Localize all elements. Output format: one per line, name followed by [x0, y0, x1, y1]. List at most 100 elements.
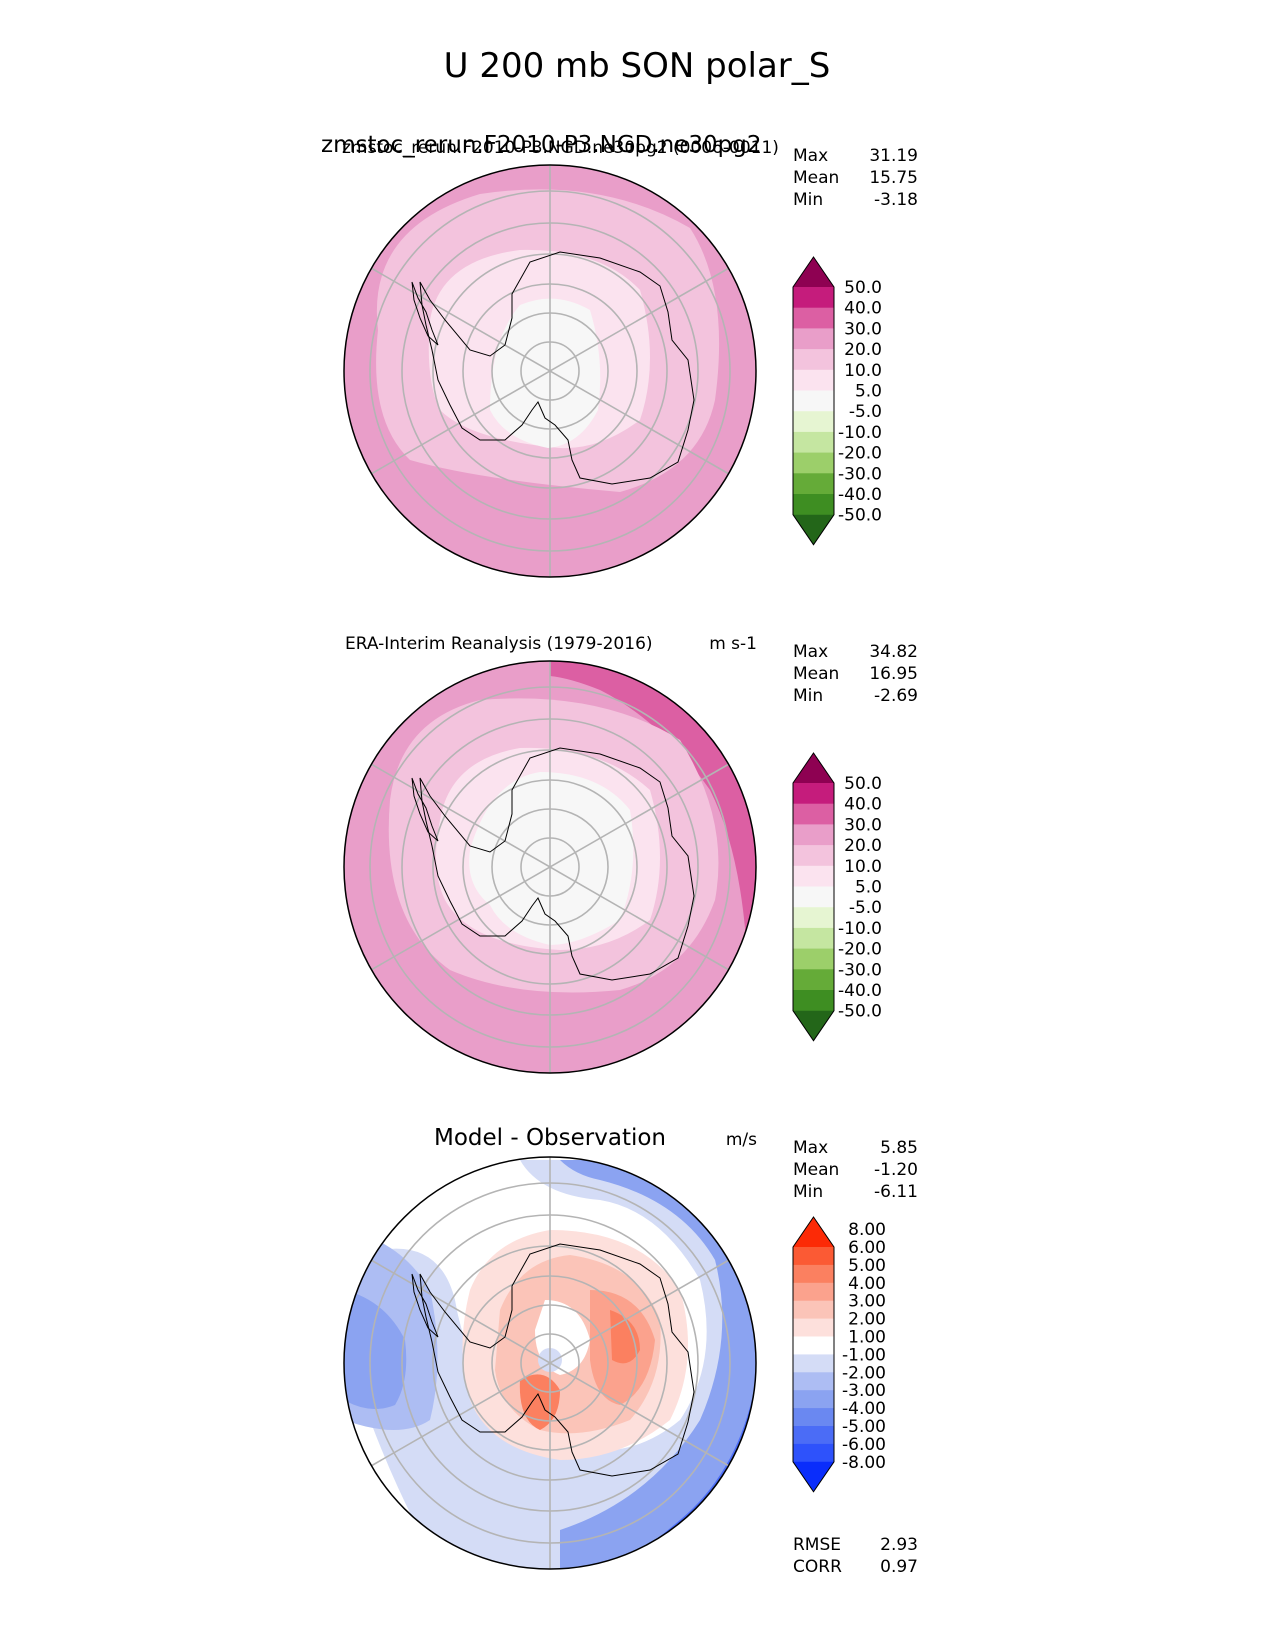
colorbar-tick-label: -50.0	[838, 1002, 882, 1022]
panel3-title: Model - Observation	[434, 1125, 666, 1151]
colorbar-extend-min	[793, 1010, 834, 1041]
colorbar-tick-label: 40.0	[844, 795, 882, 815]
colorbar-tick-label: 20.0	[844, 340, 882, 360]
colorbar-box	[793, 349, 834, 371]
panel1-stat-label: Max	[793, 146, 828, 166]
colorbar-tick-label: -20.0	[838, 940, 882, 960]
colorbar-tick-label: -50.0	[838, 506, 882, 526]
colorbar-tick-label: 30.0	[844, 815, 882, 835]
colorbar-box	[793, 1300, 834, 1320]
colorbar-tick-label: -5.00	[842, 1417, 886, 1437]
panel1-stat-label: Min	[793, 190, 823, 210]
colorbar-box	[793, 1282, 834, 1302]
colorbar-outline	[792, 256, 835, 546]
panel2-peninsula	[411, 777, 439, 842]
colorbar-tick-label: -3.00	[842, 1381, 886, 1401]
panel3-field-neg-east	[560, 1160, 756, 1569]
colorbar-box	[793, 1443, 834, 1463]
colorbar-box	[793, 452, 834, 474]
panel-difference: Model - Observation m/s	[343, 1125, 918, 1577]
panel3-antarctica-coast	[419, 1243, 695, 1477]
colorbar-box	[793, 865, 834, 888]
colorbar-outline	[792, 1216, 835, 1493]
panel1-peninsula	[411, 281, 439, 346]
panel1-stat-value: 15.75	[869, 168, 918, 188]
colorbar-box	[793, 824, 834, 846]
panel3-stat-value: 5.85	[880, 1138, 918, 1158]
colorbar-tick-label: -10.0	[838, 423, 882, 443]
panel2-stat-value: 16.95	[869, 664, 918, 684]
colorbar-box	[793, 1264, 834, 1284]
colorbar-extend-min	[793, 1461, 834, 1492]
panel2-stat-label: Min	[793, 686, 823, 706]
panel2-units: m s-1	[709, 634, 757, 654]
colorbar-tick-label: 5.0	[855, 382, 882, 402]
colorbar-box	[793, 287, 834, 309]
colorbar-box	[793, 1372, 834, 1391]
colorbar-box	[793, 886, 834, 908]
panel1-title-overlap: zmstoc_rerun.F2010-P3.NGD.ne30pg2 (0006-…	[342, 138, 779, 158]
colorbar-tick-label: 6.00	[848, 1238, 886, 1258]
panel1-map-border	[343, 164, 757, 578]
colorbar-tick-label: 50.0	[844, 278, 882, 298]
panel3-stat-label: Mean	[793, 1160, 839, 1180]
colorbar-box	[793, 1426, 834, 1445]
panel3-field-neg-west-core	[344, 1290, 407, 1409]
colorbar-box	[793, 1336, 834, 1355]
panel2-stat-label: Max	[793, 642, 828, 662]
colorbar-extend-max	[793, 1217, 834, 1247]
panel1-map	[344, 165, 756, 577]
panel3-map	[344, 1157, 756, 1569]
colorbar-tick-label: -30.0	[838, 960, 882, 980]
colorbar-box	[793, 990, 834, 1012]
panel1-stats: Max Mean Min 31.19 15.75 -3.18	[793, 146, 918, 210]
colorbar-box	[793, 1247, 834, 1266]
colorbar-box	[793, 307, 834, 329]
panel1-stat-value: -3.18	[874, 190, 918, 210]
colorbar-box	[793, 969, 834, 991]
panel3-stat-value: -6.11	[874, 1182, 918, 1202]
panel1-stat-label: Mean	[793, 168, 839, 188]
panel2-stat-label: Mean	[793, 664, 839, 684]
panel2-map	[344, 661, 756, 1073]
panel2-map-border	[343, 660, 757, 1074]
panel2-antarctica-coast	[419, 747, 695, 981]
panel1-antarctica-coast	[419, 251, 695, 485]
colorbar-box	[793, 494, 834, 516]
colorbar-tick-label: 30.0	[844, 319, 882, 339]
panel1-colorbar: -50.0-40.0-30.0-20.0-10.0-5.05.010.020.0…	[792, 256, 882, 546]
panel2-title: ERA-Interim Reanalysis (1979-2016)	[345, 634, 653, 654]
colorbar-extend-max	[793, 753, 834, 783]
panel1-stat-value: 31.19	[869, 146, 918, 166]
colorbar-box	[793, 927, 834, 950]
colorbar-box	[793, 948, 834, 970]
panel-model: zmstoc_rerun.F2010-P3.NGD.ne30pg2 (0006-…	[321, 132, 918, 578]
panel3-graticule	[369, 1157, 731, 1569]
colorbar-tick-label: -40.0	[838, 981, 882, 1001]
panel3-peninsula	[411, 1273, 439, 1338]
colorbar-extend-min	[793, 514, 834, 545]
colorbar-tick-label: -2.00	[842, 1363, 886, 1383]
colorbar-tick-label: 10.0	[844, 361, 882, 381]
panel-observation: ERA-Interim Reanalysis (1979-2016) m s-1…	[343, 634, 918, 1074]
panel3-stats: Max Mean Min 5.85 -1.20 -6.11	[793, 1138, 918, 1202]
panel3-metric-label: CORR	[793, 1557, 842, 1577]
colorbar-tick-label: 5.0	[855, 878, 882, 898]
panel2-stats: Max Mean Min 34.82 16.95 -2.69	[793, 642, 918, 706]
panel3-stat-label: Min	[793, 1182, 823, 1202]
colorbar-tick-label: 2.00	[848, 1310, 886, 1330]
panel3-map-border	[343, 1156, 757, 1570]
colorbar-tick-label: 50.0	[844, 774, 882, 794]
colorbar-box	[793, 783, 834, 805]
colorbar-tick-label: -6.00	[842, 1435, 886, 1455]
panel1-title: zmstoc_rerun.F2010-P3.NGD.ne30pg2	[321, 132, 761, 158]
panel1-graticule	[369, 165, 731, 577]
colorbar-tick-label: -5.0	[849, 898, 882, 918]
panel2-colorbar: -50.0-40.0-30.0-20.0-10.0-5.05.010.020.0…	[792, 752, 882, 1042]
panel3-metrics: RMSE CORR 2.93 0.97	[793, 1535, 918, 1577]
colorbar-tick-label: 4.00	[848, 1274, 886, 1294]
colorbar-tick-label: -20.0	[838, 444, 882, 464]
colorbar-tick-label: -10.0	[838, 919, 882, 939]
panel3-field-neg-outer	[362, 1160, 756, 1569]
